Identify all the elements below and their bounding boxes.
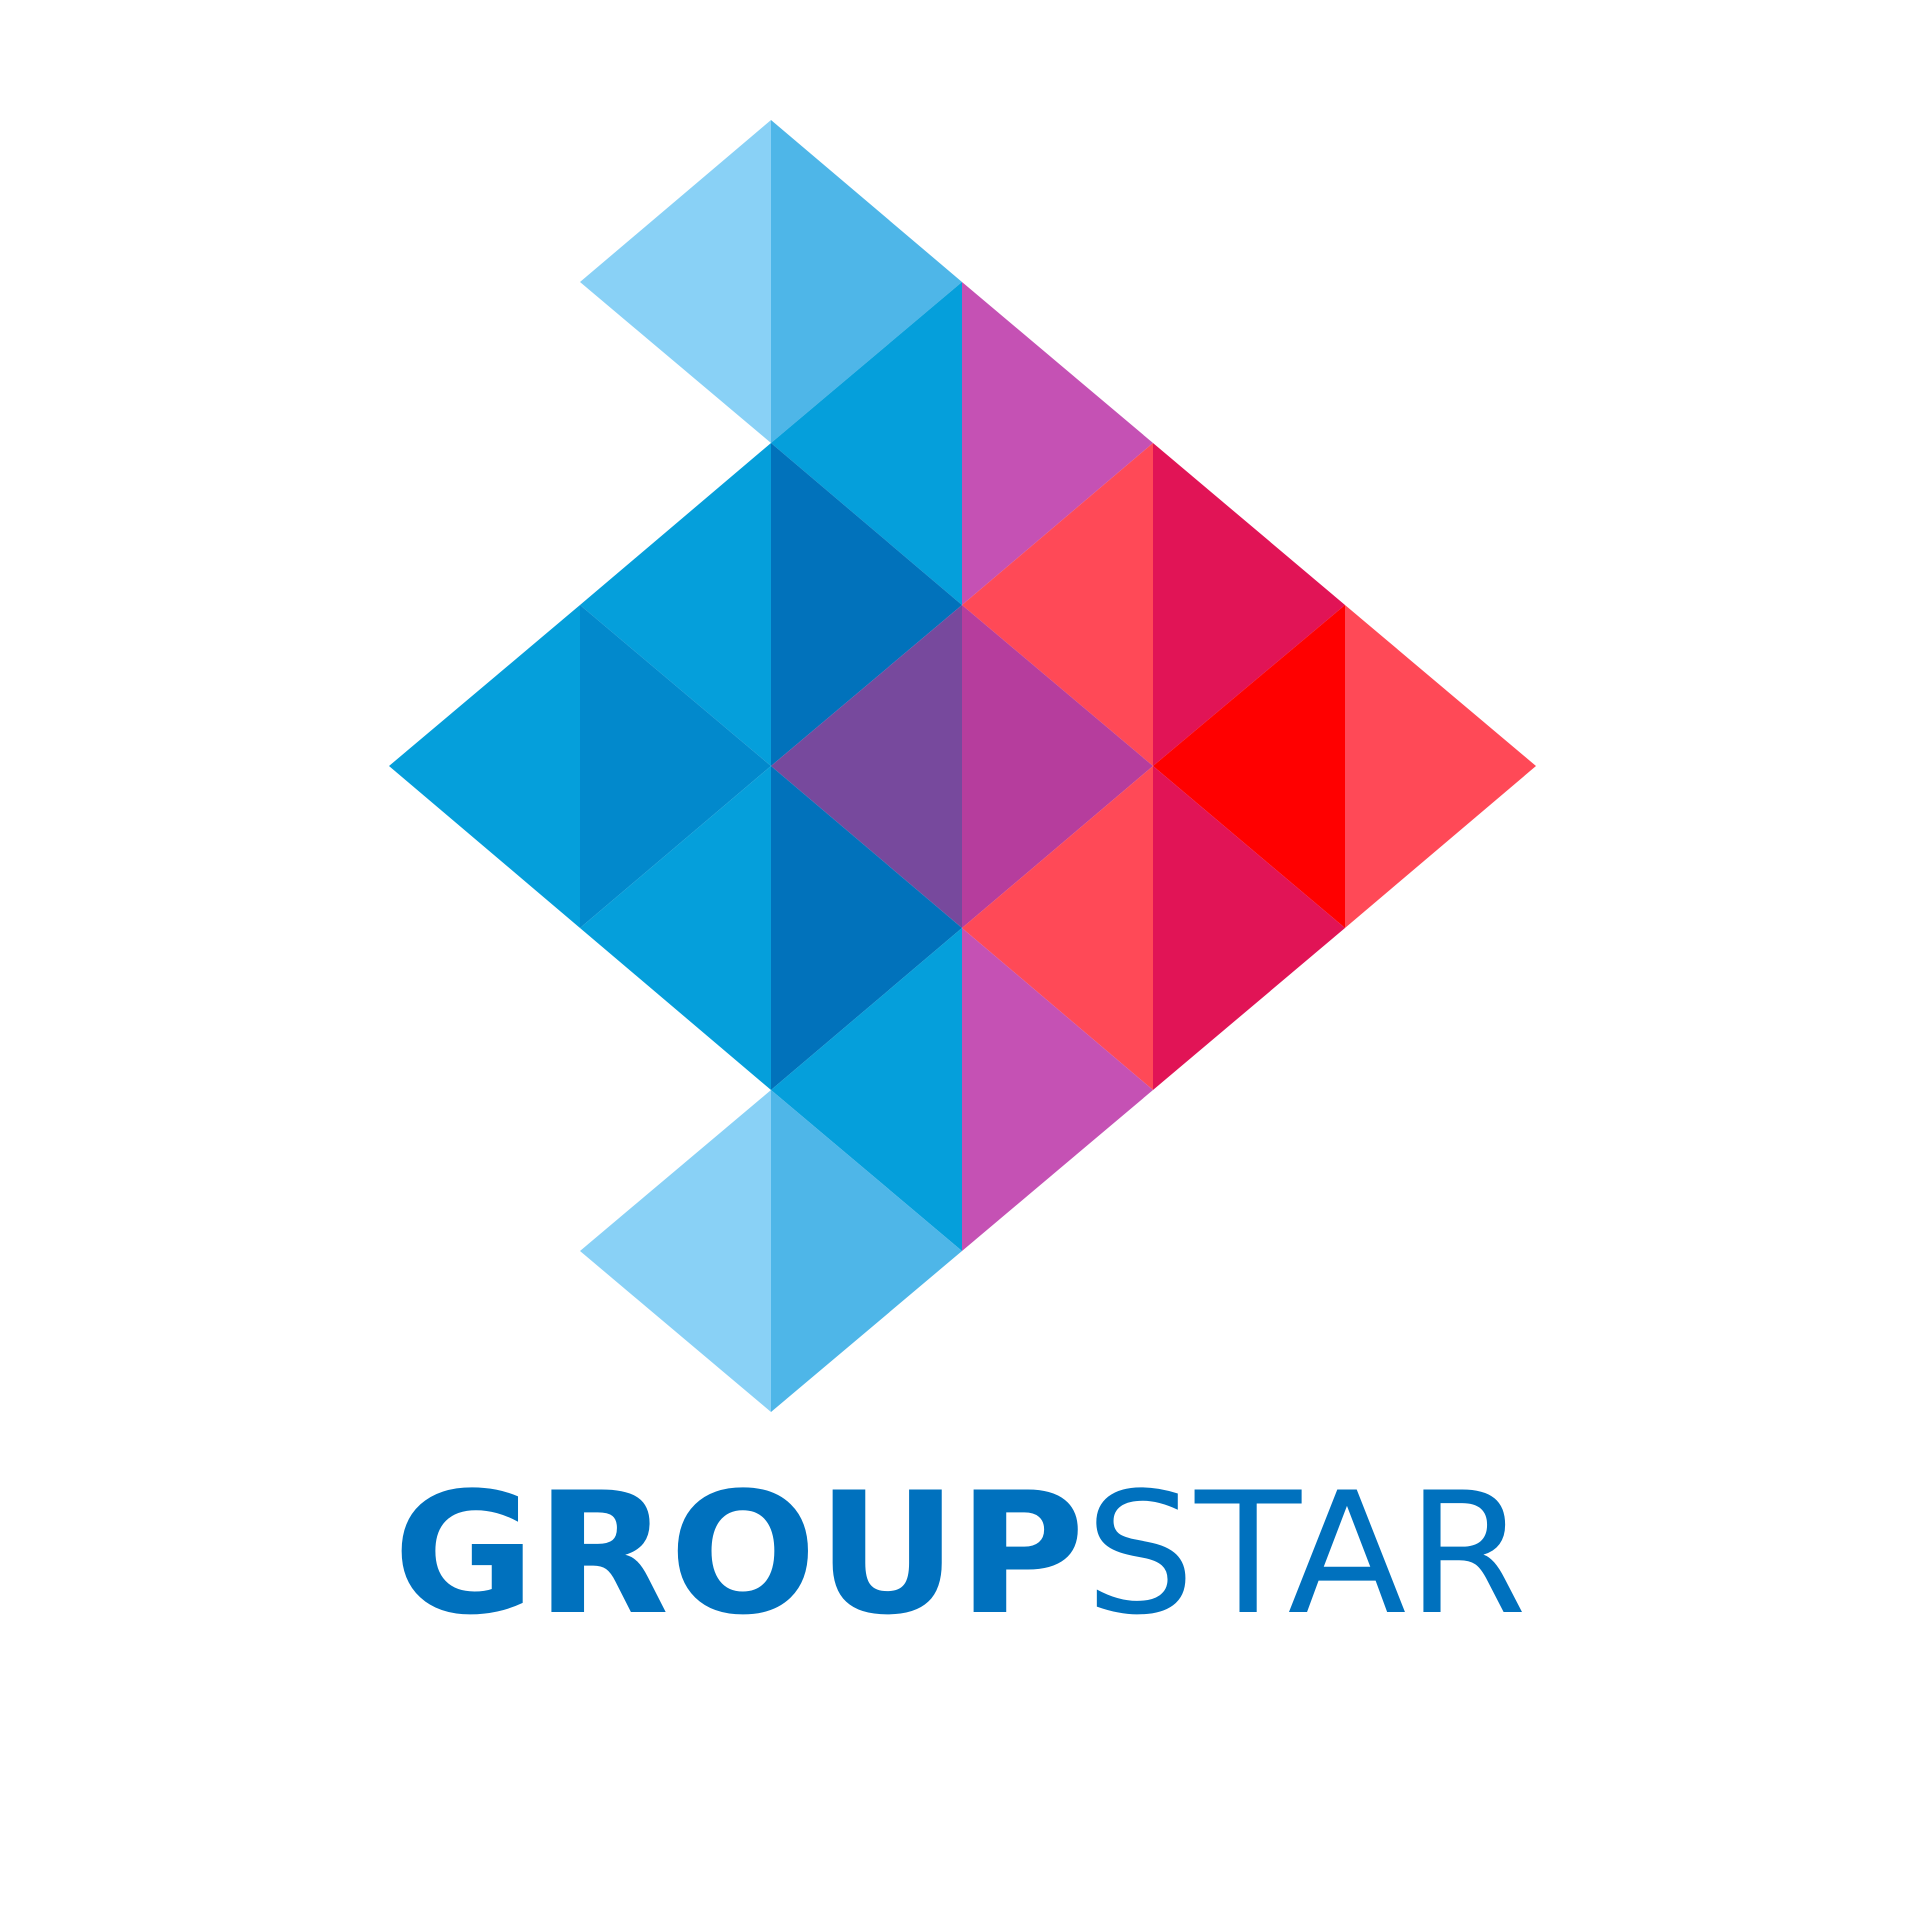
logo-triangle bbox=[580, 1090, 771, 1412]
logo-triangle bbox=[389, 605, 580, 928]
logo-triangle bbox=[962, 928, 1153, 1251]
logo-triangle bbox=[1345, 605, 1536, 928]
logo-triangle bbox=[771, 282, 962, 605]
logo-triangle bbox=[1153, 766, 1345, 1090]
wordmark-group: GROUP bbox=[393, 1456, 1085, 1650]
logo-triangle bbox=[1153, 605, 1345, 928]
logo-triangle bbox=[771, 443, 962, 766]
logo-triangle bbox=[771, 1090, 962, 1412]
logo-triangle bbox=[1153, 443, 1345, 766]
logo-triangle bbox=[962, 605, 1153, 928]
groupstar-wordmark: GROUP STAR bbox=[393, 1456, 1527, 1650]
wordmark-star: STAR bbox=[1085, 1456, 1527, 1650]
wordmark-text: GROUP STAR bbox=[393, 1456, 1527, 1650]
logo-triangle bbox=[962, 282, 1153, 605]
logo-triangle bbox=[771, 120, 962, 443]
logo-triangle bbox=[771, 766, 962, 1090]
logo-triangle bbox=[580, 766, 771, 1090]
logo-triangle bbox=[771, 928, 962, 1251]
logo-triangle bbox=[580, 120, 771, 443]
logo-triangle bbox=[580, 605, 771, 928]
logo-triangle bbox=[580, 443, 771, 766]
logo-triangle bbox=[771, 605, 962, 928]
logo-triangle bbox=[962, 443, 1153, 766]
logo-triangle bbox=[962, 766, 1153, 1090]
